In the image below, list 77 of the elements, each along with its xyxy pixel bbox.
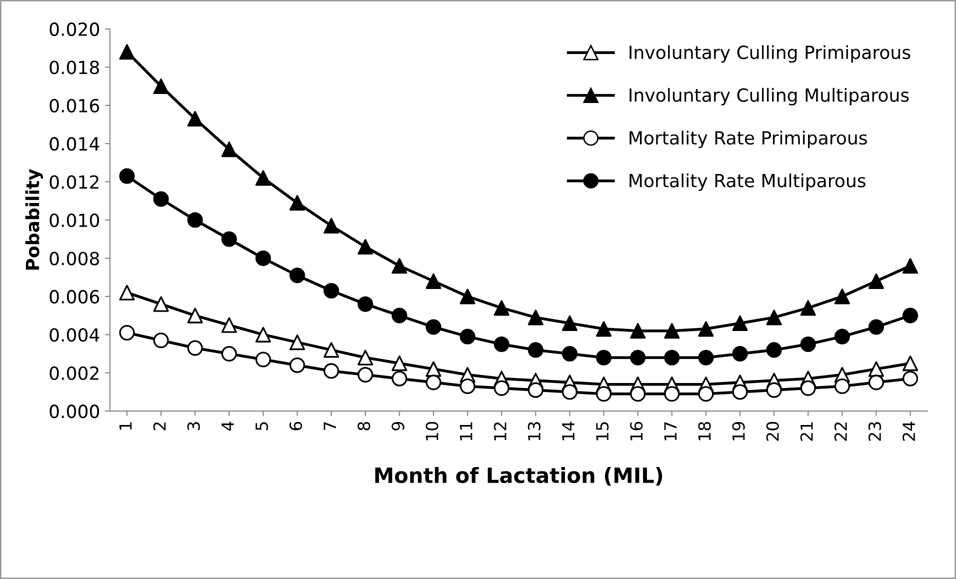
x-tick-label: 9 bbox=[392, 422, 404, 430]
point bbox=[119, 44, 135, 60]
y-tick-label: 0.018 bbox=[50, 60, 99, 74]
y-tick-label: 0.016 bbox=[50, 98, 100, 112]
point bbox=[766, 310, 782, 326]
x-tick-label: 3 bbox=[187, 422, 200, 430]
point bbox=[221, 142, 237, 158]
x-tick-label: 2 bbox=[153, 422, 166, 430]
point bbox=[255, 326, 271, 342]
x-axis-title: Month of Lactation (MIL) bbox=[375, 467, 662, 486]
point bbox=[596, 321, 612, 337]
point bbox=[392, 356, 408, 372]
point bbox=[255, 170, 271, 186]
point bbox=[460, 288, 476, 304]
point bbox=[902, 356, 918, 372]
point bbox=[153, 78, 169, 94]
point bbox=[868, 361, 884, 377]
point bbox=[426, 273, 442, 289]
x-tick-label: 12 bbox=[494, 422, 506, 440]
y-tick-label: 0.012 bbox=[50, 175, 98, 189]
x-tick-label: 21 bbox=[800, 422, 813, 441]
legend-label: Involuntary Culling Primiparous bbox=[630, 45, 910, 63]
y-tick-label: 0.010 bbox=[50, 213, 100, 228]
legend-label: Mortality Rate Primiparous bbox=[630, 130, 867, 148]
x-tick-label: 24 bbox=[902, 422, 915, 441]
x-tick-label: 1 bbox=[119, 422, 132, 430]
legend-label: Mortality Rate Multiparous bbox=[630, 173, 866, 191]
point bbox=[289, 334, 306, 350]
x-tick-label: 15 bbox=[596, 422, 609, 440]
x-tick-label: 11 bbox=[460, 422, 472, 440]
x-tick-label: 7 bbox=[324, 422, 336, 430]
y-tick-label: 0.020 bbox=[50, 22, 100, 36]
y-tick-label: 0.000 bbox=[50, 404, 100, 418]
point bbox=[221, 317, 237, 333]
point bbox=[698, 321, 714, 337]
point bbox=[834, 288, 850, 304]
x-tick-label: 20 bbox=[766, 422, 779, 441]
point bbox=[392, 258, 408, 274]
x-tick-label: 18 bbox=[698, 422, 711, 440]
point bbox=[324, 218, 340, 234]
point bbox=[664, 323, 680, 339]
x-tick-label: 13 bbox=[528, 422, 540, 440]
point bbox=[800, 300, 816, 316]
y-tick-label: 0.008 bbox=[50, 252, 99, 266]
point bbox=[358, 238, 374, 255]
point bbox=[153, 296, 169, 312]
x-tick-label: 4 bbox=[222, 422, 234, 431]
point bbox=[562, 315, 578, 331]
point bbox=[494, 300, 510, 316]
x-tick-label: 16 bbox=[630, 422, 643, 440]
point bbox=[902, 258, 918, 274]
x-tick-label: 10 bbox=[426, 422, 438, 440]
y-tick-label: 0.002 bbox=[50, 366, 98, 380]
y-tick-label: 0.014 bbox=[50, 137, 100, 151]
x-tick-label: 22 bbox=[834, 422, 847, 441]
point bbox=[868, 273, 884, 289]
legend-label: Involuntary Culling Multiparous bbox=[630, 88, 909, 106]
x-tick-label: 6 bbox=[289, 422, 302, 430]
point bbox=[187, 308, 203, 324]
x-tick-label: 19 bbox=[732, 422, 745, 440]
point bbox=[528, 310, 544, 326]
point bbox=[119, 284, 135, 300]
y-tick-label: 0.006 bbox=[50, 290, 100, 304]
point bbox=[289, 195, 306, 211]
y-tick-label: 0.004 bbox=[50, 328, 100, 342]
point bbox=[732, 315, 748, 331]
y-axis-title: Pobability bbox=[25, 169, 43, 270]
x-tick-label: 17 bbox=[664, 422, 676, 440]
point bbox=[358, 350, 374, 366]
x-tick-label: 14 bbox=[562, 422, 574, 440]
x-tick-label: 23 bbox=[868, 422, 882, 441]
point bbox=[324, 342, 340, 358]
x-tick-label: 5 bbox=[256, 422, 268, 430]
point bbox=[187, 110, 203, 127]
point bbox=[630, 323, 646, 339]
x-tick-label: 8 bbox=[358, 422, 370, 430]
point bbox=[426, 361, 442, 377]
